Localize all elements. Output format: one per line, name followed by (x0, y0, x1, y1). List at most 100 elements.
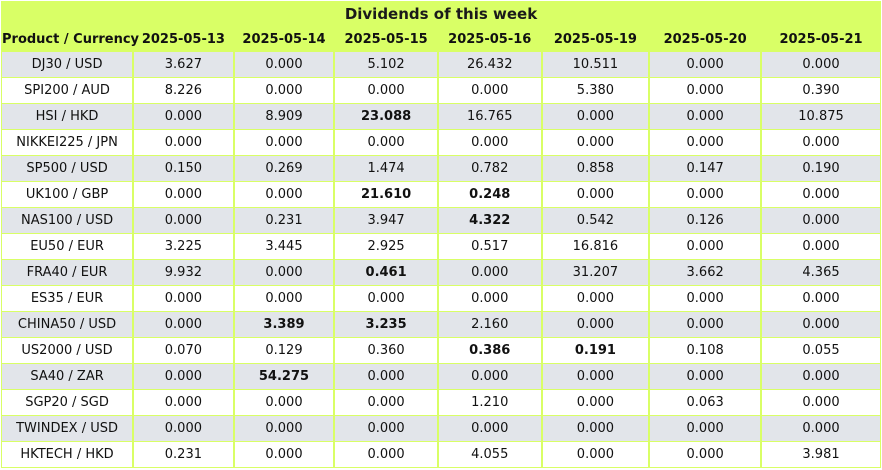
dividend-value-cell: 0.000 (542, 416, 649, 441)
column-header-date: 2025-05-13 (141, 32, 225, 47)
dividend-value-cell: 0.000 (542, 286, 649, 311)
dividend-value-cell: 0.000 (650, 416, 761, 441)
dividend-value-cell: 2.160 (438, 312, 541, 337)
dividend-value-cell: 0.000 (762, 234, 880, 259)
table-body: DJ30 / USD 3.627 0.000 5.102 26.432 10.511 0.0… (2, 52, 880, 467)
dividend-value-cell: 0.231 (134, 442, 233, 467)
column-header-date: 2025-05-20 (663, 32, 747, 47)
dividend-value-cell: 5.380 (542, 78, 649, 103)
product-cell: UK100 / GBP (2, 182, 133, 207)
dividend-value-cell: 0.000 (542, 312, 649, 337)
table-row: ES35 / EUR 0.000 0.000 0.000 0.000 0.000 0.000… (2, 286, 880, 311)
column-header-date: 2025-05-19 (553, 32, 637, 47)
dividend-value-cell: 3.662 (650, 260, 761, 285)
dividend-value-cell: 0.055 (762, 338, 880, 363)
product-cell: ES35 / EUR (2, 286, 133, 311)
dividend-value-cell: 0.000 (234, 130, 334, 155)
dividend-value-cell: 26.432 (438, 52, 541, 77)
dividend-value-cell: 0.000 (542, 104, 649, 129)
dividend-value-cell: 0.000 (335, 78, 437, 103)
dividend-value-cell: 4.322 (438, 208, 541, 233)
dividend-value-cell: 0.000 (438, 130, 541, 155)
dividend-value-cell: 16.765 (438, 104, 541, 129)
dividend-value-cell: 0.000 (335, 364, 437, 389)
dividend-value-cell: 0.108 (650, 338, 761, 363)
dividend-value-cell: 8.909 (234, 104, 334, 129)
product-cell: CHINA50 / USD (2, 312, 133, 337)
column-header-date: 2025-05-21 (779, 32, 863, 47)
dividend-value-cell: 0.070 (134, 338, 233, 363)
dividend-value-cell: 0.000 (335, 286, 437, 311)
dividend-value-cell: 0.000 (134, 182, 233, 207)
product-cell: FRA40 / EUR (2, 260, 133, 285)
dividend-value-cell: 0.000 (438, 416, 541, 441)
dividend-value-cell: 3.389 (234, 312, 334, 337)
dividend-value-cell: 0.000 (542, 442, 649, 467)
table-row: SGP20 / SGD 0.000 0.000 0.000 1.210 0.000 0.06… (2, 390, 880, 415)
dividend-value-cell: 0.150 (134, 156, 233, 181)
dividend-value-cell: 5.102 (335, 52, 437, 77)
dividend-value-cell: 0.000 (134, 312, 233, 337)
dividend-value-cell: 3.627 (134, 52, 233, 77)
dividend-value-cell: 0.000 (762, 364, 880, 389)
dividend-value-cell: 9.932 (134, 260, 233, 285)
dividend-value-cell: 0.231 (234, 208, 334, 233)
dividend-value-cell: 0.461 (335, 260, 437, 285)
dividend-value-cell: 0.191 (542, 338, 649, 363)
dividend-value-cell: 31.207 (542, 260, 649, 285)
dividend-value-cell: 3.445 (234, 234, 334, 259)
dividend-value-cell: 0.000 (542, 364, 649, 389)
product-cell: NIKKEI225 / JPN (2, 130, 133, 155)
dividend-value-cell: 0.269 (234, 156, 334, 181)
dividend-value-cell: 0.000 (762, 208, 880, 233)
dividend-value-cell: 0.000 (438, 364, 541, 389)
dividend-value-cell: 0.782 (438, 156, 541, 181)
dividend-value-cell: 0.000 (762, 182, 880, 207)
table-row: SP500 / USD 0.150 0.269 1.474 0.782 0.858 0.14… (2, 156, 880, 181)
dividend-value-cell: 1.474 (335, 156, 437, 181)
dividends-table: Product / Currency 2025-05-13 2025-05-14… (0, 27, 882, 468)
dividend-value-cell: 0.000 (134, 130, 233, 155)
table-row: DJ30 / USD 3.627 0.000 5.102 26.432 10.511 0.0… (2, 52, 880, 77)
product-cell: EU50 / EUR (2, 234, 133, 259)
dividend-value-cell: 3.235 (335, 312, 437, 337)
dividend-value-cell: 0.000 (650, 52, 761, 77)
dividend-value-cell: 0.000 (650, 442, 761, 467)
dividend-value-cell: 0.858 (542, 156, 649, 181)
column-header-date: 2025-05-16 (448, 32, 532, 47)
dividend-value-cell: 0.000 (438, 78, 541, 103)
table-row: HSI / HKD 0.000 8.909 23.088 16.765 0.000 0.00… (2, 104, 880, 129)
table-row: HKTECH / HKD 0.231 0.000 0.000 4.055 0.000 0.0… (2, 442, 880, 467)
dividend-value-cell: 0.000 (542, 390, 649, 415)
product-cell: SA40 / ZAR (2, 364, 133, 389)
dividend-value-cell: 0.000 (234, 78, 334, 103)
dividend-value-cell: 0.000 (438, 260, 541, 285)
dividend-value-cell: 0.000 (234, 390, 334, 415)
dividend-value-cell: 8.226 (134, 78, 233, 103)
dividend-value-cell: 16.816 (542, 234, 649, 259)
dividend-value-cell: 0.126 (650, 208, 761, 233)
product-cell: HKTECH / HKD (2, 442, 133, 467)
table-row: SPI200 / AUD 8.226 0.000 0.000 0.000 5.380 0.0… (2, 78, 880, 103)
dividend-value-cell: 23.088 (335, 104, 437, 129)
dividend-value-cell: 0.129 (234, 338, 334, 363)
dividend-value-cell: 0.000 (650, 364, 761, 389)
dividend-value-cell: 0.000 (762, 52, 880, 77)
dividend-value-cell: 0.542 (542, 208, 649, 233)
dividend-value-cell: 0.248 (438, 182, 541, 207)
dividend-value-cell: 0.360 (335, 338, 437, 363)
dividend-value-cell: 0.000 (762, 312, 880, 337)
dividend-value-cell: 0.000 (234, 182, 334, 207)
dividend-value-cell: 0.063 (650, 390, 761, 415)
dividend-value-cell: 4.055 (438, 442, 541, 467)
column-header-date: 2025-05-15 (344, 32, 428, 47)
product-cell: SGP20 / SGD (2, 390, 133, 415)
dividend-value-cell: 0.000 (335, 390, 437, 415)
header-row: Product / Currency 2025-05-13 2025-05-14… (2, 28, 880, 51)
table-row: EU50 / EUR 3.225 3.445 2.925 0.517 16.816 0.00… (2, 234, 880, 259)
product-cell: SPI200 / AUD (2, 78, 133, 103)
table-row: CHINA50 / USD 0.000 3.389 3.235 2.160 0.000 0.… (2, 312, 880, 337)
dividend-value-cell: 3.981 (762, 442, 880, 467)
dividend-value-cell: 0.000 (650, 286, 761, 311)
